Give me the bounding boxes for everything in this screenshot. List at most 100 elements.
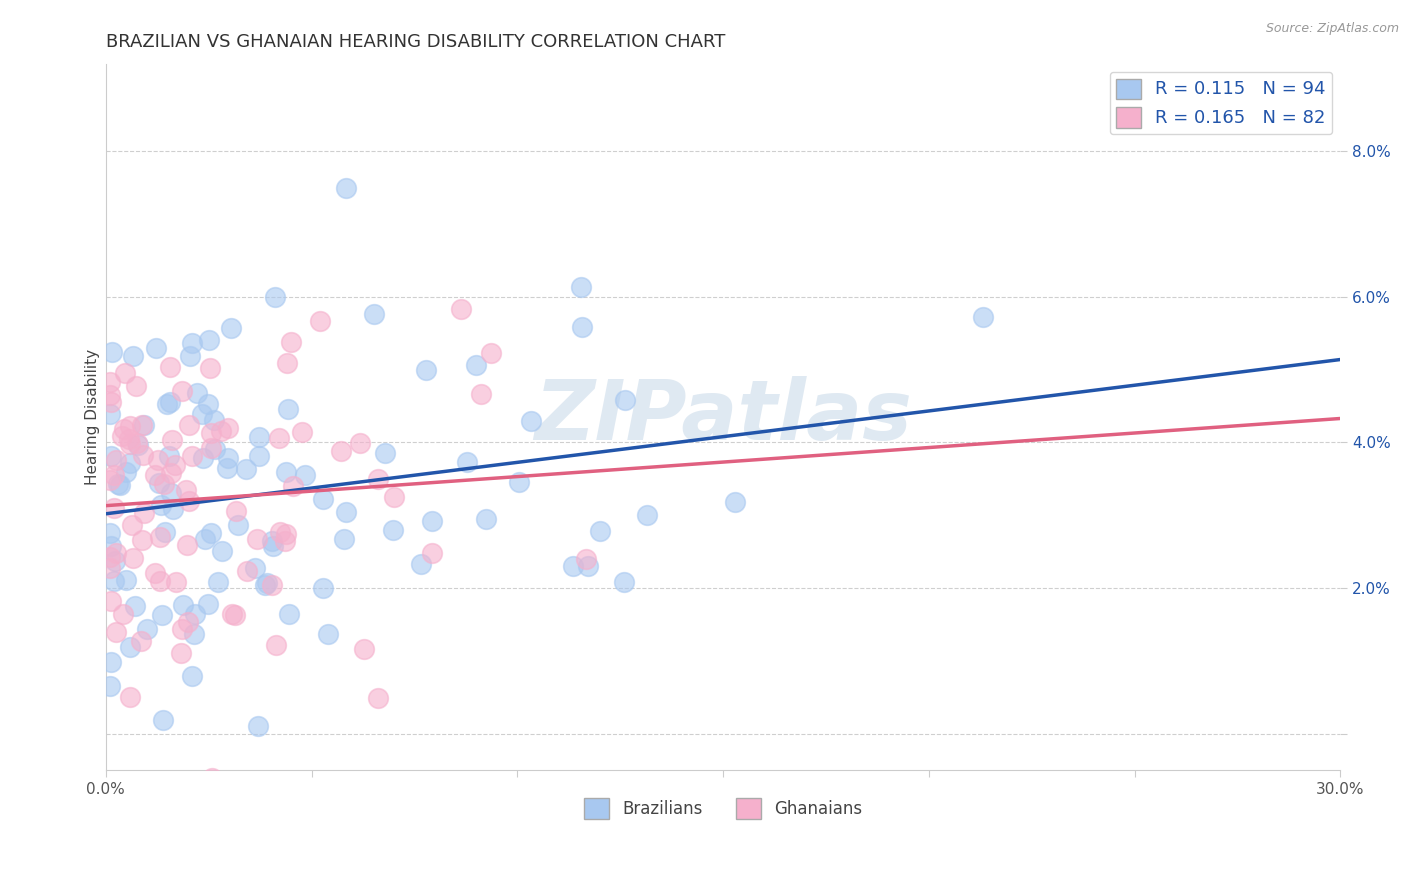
Point	[146, 452, 169, 467]
Point	[120, 437, 142, 451]
Point	[569, 280, 592, 294]
Point	[100, 594, 122, 608]
Text: Source: ZipAtlas.com: Source: ZipAtlas.com	[1265, 22, 1399, 36]
Point	[115, 573, 138, 587]
Point	[217, 451, 239, 466]
Point	[100, 345, 122, 359]
Point	[153, 524, 176, 539]
Point	[481, 345, 503, 359]
Point	[100, 450, 122, 464]
Point	[636, 508, 658, 522]
Point	[157, 449, 180, 463]
Point	[613, 575, 636, 590]
Point	[172, 598, 194, 612]
Point	[420, 546, 443, 560]
Point	[152, 713, 174, 727]
Point	[363, 307, 385, 321]
Point	[508, 475, 530, 489]
Point	[169, 646, 191, 660]
Point	[127, 435, 149, 450]
Point	[120, 690, 142, 705]
Point	[415, 362, 437, 376]
Point	[519, 414, 541, 428]
Point	[100, 539, 122, 553]
Point	[159, 359, 181, 374]
Point	[209, 425, 232, 439]
Point	[103, 574, 125, 589]
Point	[269, 525, 291, 540]
Point	[576, 558, 599, 573]
Point	[221, 320, 243, 334]
Point	[104, 453, 127, 467]
Point	[197, 597, 219, 611]
Point	[143, 566, 166, 580]
Point	[172, 623, 194, 637]
Point	[177, 493, 200, 508]
Point	[176, 538, 198, 552]
Point	[149, 530, 172, 544]
Point	[98, 550, 121, 565]
Point	[132, 448, 155, 462]
Point	[145, 341, 167, 355]
Point	[180, 669, 202, 683]
Point	[456, 455, 478, 469]
Point	[217, 461, 239, 475]
Point	[465, 358, 488, 372]
Point	[247, 719, 270, 733]
Text: ZIPatlas: ZIPatlas	[534, 376, 912, 458]
Point	[104, 554, 127, 568]
Point	[312, 491, 335, 506]
Point	[225, 504, 247, 518]
Point	[183, 626, 205, 640]
Point	[105, 546, 128, 560]
Point	[134, 417, 156, 432]
Point	[330, 443, 353, 458]
Point	[98, 407, 121, 421]
Point	[470, 386, 492, 401]
Text: BRAZILIAN VS GHANAIAN HEARING DISABILITY CORRELATION CHART: BRAZILIAN VS GHANAIAN HEARING DISABILITY…	[105, 33, 725, 51]
Point	[174, 483, 197, 497]
Point	[198, 360, 221, 375]
Point	[118, 456, 141, 470]
Point	[202, 413, 225, 427]
Point	[98, 525, 121, 540]
Point	[125, 379, 148, 393]
Point	[200, 526, 222, 541]
Point	[98, 387, 121, 401]
Point	[247, 430, 270, 444]
Y-axis label: Hearing Disability: Hearing Disability	[86, 349, 100, 485]
Point	[450, 302, 472, 317]
Point	[143, 467, 166, 482]
Point	[276, 355, 298, 369]
Point	[112, 422, 135, 436]
Point	[98, 473, 121, 487]
Point	[103, 468, 125, 483]
Point	[217, 421, 239, 435]
Point	[198, 333, 221, 347]
Point	[562, 559, 585, 574]
Point	[165, 575, 187, 590]
Point	[253, 578, 276, 592]
Point	[204, 442, 226, 457]
Point	[103, 500, 125, 515]
Point	[236, 564, 259, 578]
Point	[200, 441, 222, 455]
Point	[349, 436, 371, 450]
Point	[136, 623, 159, 637]
Point	[353, 641, 375, 656]
Point	[191, 450, 214, 465]
Point	[243, 561, 266, 575]
Point	[131, 533, 153, 548]
Point	[114, 366, 136, 380]
Point	[194, 532, 217, 546]
Point	[163, 458, 186, 472]
Point	[118, 419, 141, 434]
Point	[162, 502, 184, 516]
Point	[134, 506, 156, 520]
Point	[571, 319, 593, 334]
Point	[381, 523, 404, 537]
Point	[98, 679, 121, 693]
Point	[153, 477, 176, 491]
Point	[100, 395, 122, 409]
Point	[274, 465, 297, 479]
